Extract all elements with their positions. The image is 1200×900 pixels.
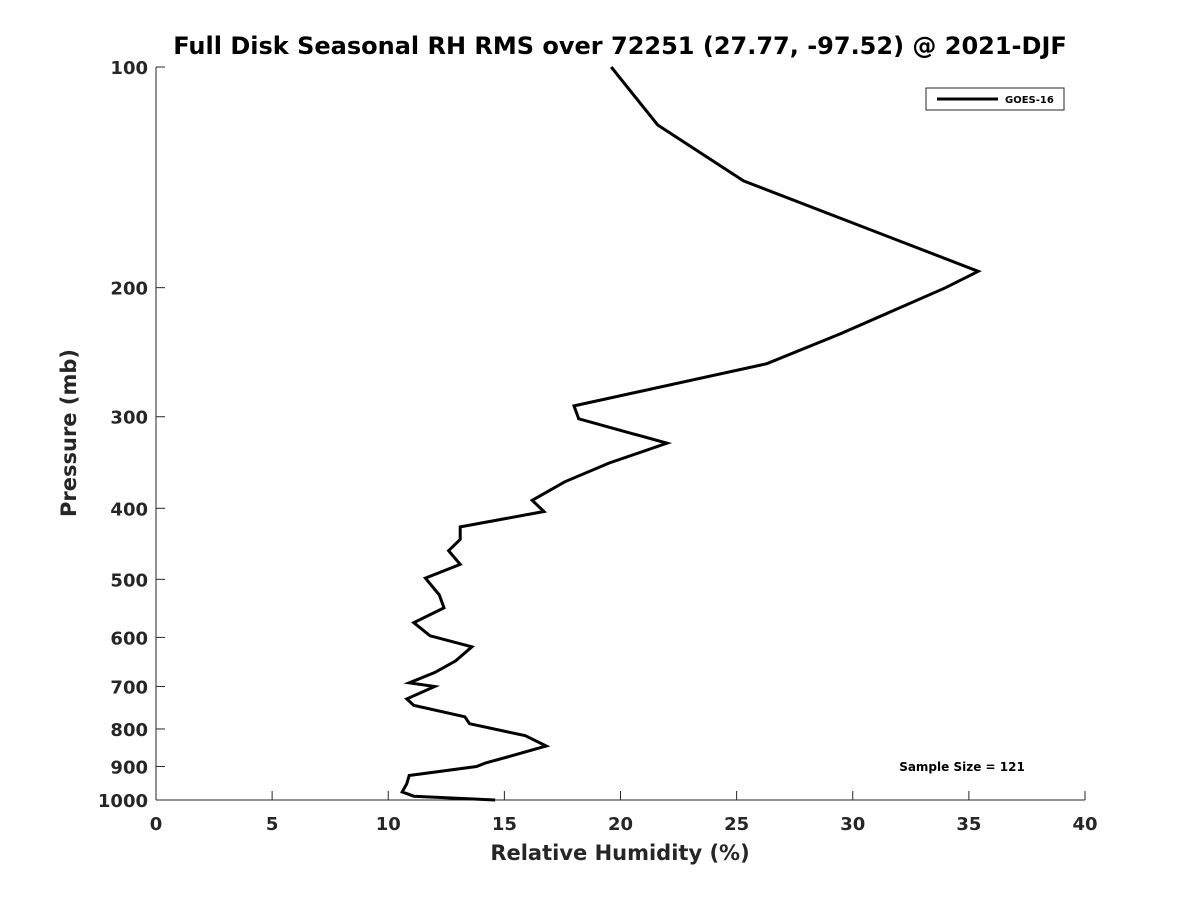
- plot-area: [400, 66, 982, 802]
- series-line-goes-16: [400, 66, 982, 802]
- y-tick-label: 800: [110, 720, 148, 741]
- x-tick-label: 5: [266, 814, 279, 835]
- legend: GOES-16: [925, 87, 1065, 111]
- y-tick-label: 900: [110, 757, 148, 778]
- y-axis-label: Pressure (mb): [57, 349, 81, 517]
- x-tick-label: 25: [724, 814, 749, 835]
- y-tick-label: 500: [110, 570, 148, 591]
- y-tick-label: 1000: [98, 791, 148, 812]
- x-tick-label: 10: [376, 814, 401, 835]
- x-tick-label: 40: [1072, 814, 1097, 835]
- x-tick-label: 20: [608, 814, 633, 835]
- x-tick-label: 35: [956, 814, 981, 835]
- legend-label: GOES-16: [1005, 95, 1054, 106]
- x-tick-label: 15: [492, 814, 517, 835]
- x-tick-label: 30: [840, 814, 865, 835]
- y-tick-label: 700: [110, 677, 148, 698]
- y-tick-label: 200: [110, 279, 148, 300]
- x-axis-label: Relative Humidity (%): [490, 841, 749, 865]
- y-tick-label: 600: [110, 628, 148, 649]
- y-tick-label: 300: [110, 408, 148, 429]
- axes: 0 5 10 15 20 25 30 35 40 100 200 300 400 500 600 700 800…: [98, 58, 1098, 835]
- chart-title: Full Disk Seasonal RH RMS over 72251 (27…: [173, 32, 1067, 60]
- x-tick-label: 0: [150, 814, 163, 835]
- y-tick-label: 100: [110, 58, 148, 79]
- sample-size-annotation: Sample Size = 121: [899, 760, 1025, 774]
- y-tick-label: 400: [110, 499, 148, 520]
